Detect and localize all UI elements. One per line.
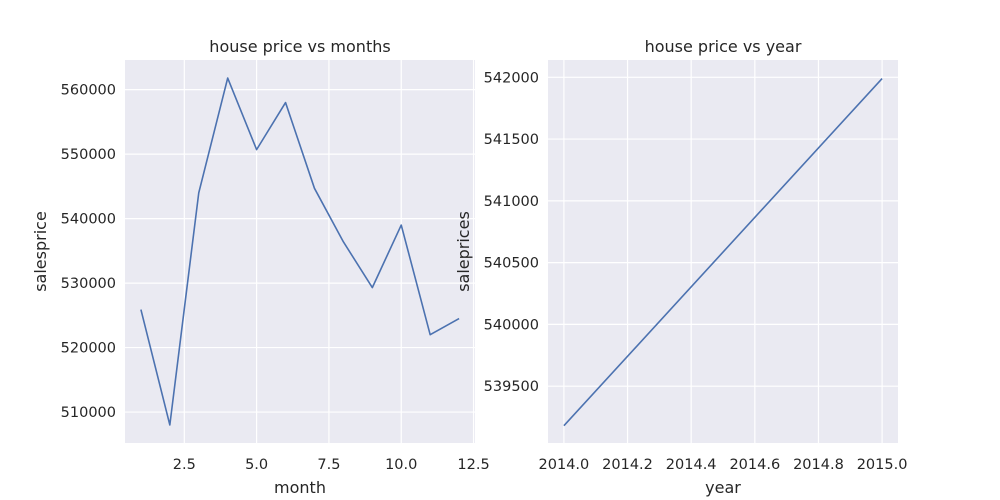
year-x-tick-label: 2015.0: [857, 457, 908, 473]
months-y-gridlines: [125, 89, 475, 413]
year-y-tick-label: 542000: [484, 70, 539, 86]
year-y-tick-label: 539500: [484, 379, 539, 395]
year-chart: 2014.0 2014.2 2014.4 2014.6 2014.8 2015.0 539…: [454, 37, 907, 497]
months-series-line: [140, 77, 460, 426]
months-x-tick-label: 10.0: [385, 457, 417, 473]
year-x-tick-label: 2014.2: [602, 457, 653, 473]
months-y-tick-labels: 510000 520000 530000 540000 550000 560000: [61, 83, 116, 421]
months-y-axis-label: salesprice: [31, 211, 50, 292]
months-x-tick-labels: 2.5 5.0 7.5 10.0 12.5: [173, 457, 490, 473]
months-x-axis-label: month: [274, 478, 326, 497]
year-y-axis-label: saleprices: [454, 211, 473, 292]
months-x-tick-label: 5.0: [245, 457, 268, 473]
months-y-tick-label: 510000: [61, 405, 116, 421]
months-chart-title: house price vs months: [209, 37, 390, 56]
year-x-gridlines: [563, 60, 883, 443]
year-x-axis-label: year: [705, 478, 741, 497]
year-x-tick-label: 2014.0: [539, 457, 590, 473]
year-series-line: [563, 77, 883, 427]
year-x-tick-label: 2014.6: [729, 457, 780, 473]
months-y-tick-label: 540000: [61, 212, 116, 228]
year-y-tick-labels: 539500 540000 540500 541000 541500 542000: [484, 70, 539, 395]
year-y-tick-label: 540500: [484, 256, 539, 272]
months-plot-area: [125, 60, 475, 443]
months-y-tick-label: 550000: [61, 147, 116, 163]
year-y-tick-label: 541000: [484, 194, 539, 210]
year-x-tick-label: 2014.8: [793, 457, 844, 473]
months-series: [140, 77, 460, 426]
year-chart-title: house price vs year: [645, 37, 802, 56]
year-y-tick-label: 541500: [484, 132, 539, 148]
months-chart: 2.5 5.0 7.5 10.0 12.5 510000 520000 530000 5400…: [31, 37, 490, 497]
year-y-gridlines: [548, 76, 898, 387]
year-x-tick-label: 2014.4: [666, 457, 717, 473]
months-y-tick-label: 530000: [61, 276, 116, 292]
months-x-tick-label: 2.5: [173, 457, 196, 473]
months-y-tick-label: 560000: [61, 83, 116, 99]
months-y-tick-label: 520000: [61, 341, 116, 357]
months-x-tick-label: 7.5: [317, 457, 340, 473]
year-series: [563, 77, 883, 427]
year-x-tick-labels: 2014.0 2014.2 2014.4 2014.6 2014.8 2015.0: [539, 457, 908, 473]
year-y-tick-label: 540000: [484, 317, 539, 333]
months-x-tick-label: 12.5: [457, 457, 489, 473]
months-x-gridlines: [183, 60, 475, 443]
